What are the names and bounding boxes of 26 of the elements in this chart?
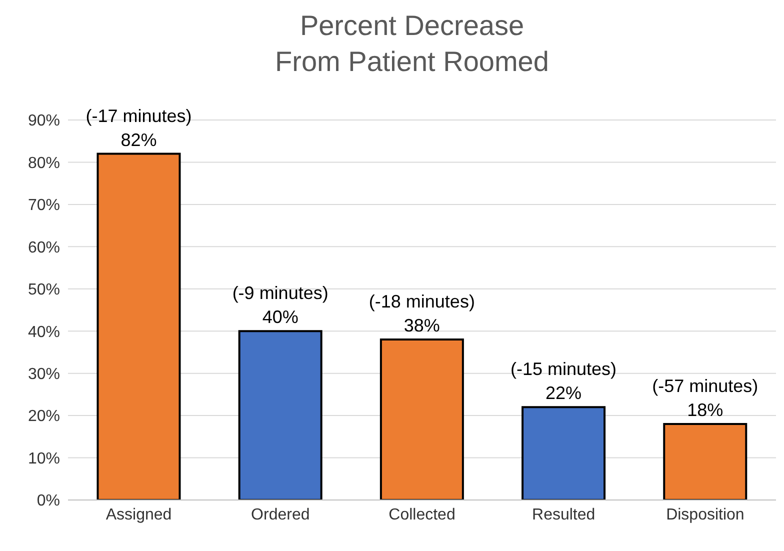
x-tick-label: Disposition xyxy=(666,506,744,524)
chart-title: Percent Decrease From Patient Roomed xyxy=(274,9,550,79)
bar xyxy=(663,423,748,500)
data-label: (-18 minutes) 38% xyxy=(368,292,475,336)
y-tick-label: 0% xyxy=(36,492,60,510)
y-tick-label: 10% xyxy=(28,450,60,468)
data-label: (-15 minutes) 22% xyxy=(510,359,617,404)
y-tick-label: 80% xyxy=(28,154,60,172)
x-tick-label: Resulted xyxy=(532,506,596,524)
data-label: (-9 minutes) 40% xyxy=(232,283,328,328)
y-tick-label: 30% xyxy=(28,366,60,384)
y-tick-label: 70% xyxy=(28,197,60,214)
x-tick-label: Assigned xyxy=(106,506,172,524)
data-label: (-17 minutes) 82% xyxy=(86,106,192,150)
x-tick-label: Ordered xyxy=(251,506,310,524)
bar xyxy=(96,152,181,500)
bar xyxy=(238,330,322,500)
y-tick-label: 40% xyxy=(28,324,60,341)
x-tick-label: Collected xyxy=(388,506,456,524)
y-tick-label: 50% xyxy=(28,282,60,299)
bar xyxy=(522,406,606,500)
y-tick-label: 20% xyxy=(28,408,60,426)
data-label: (-57 minutes) 18% xyxy=(652,376,758,420)
y-tick-label: 90% xyxy=(28,112,60,130)
bar xyxy=(380,338,464,500)
y-tick-label: 60% xyxy=(28,239,60,256)
